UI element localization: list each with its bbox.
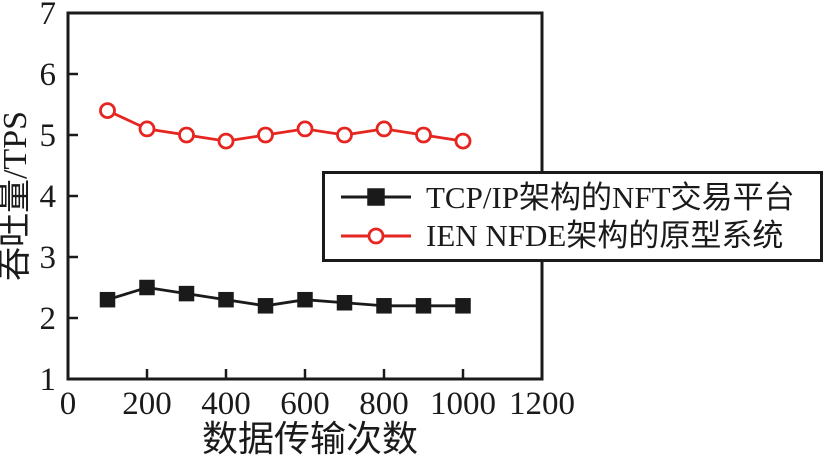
data-point-circle	[336, 126, 353, 144]
data-point-square	[415, 298, 432, 314]
circle-marker-icon	[339, 224, 413, 248]
series-line-0	[107, 286, 463, 308]
x-tick-label: 1000	[430, 386, 496, 422]
data-point-square	[297, 291, 313, 308]
data-point-circle	[375, 120, 393, 138]
data-point-square	[455, 298, 471, 314]
data-point-square	[99, 291, 116, 308]
x-axis-title: 数据传输次数	[202, 419, 418, 459]
data-point-circle	[296, 120, 314, 138]
data-point-square	[218, 291, 234, 308]
x-tick-label: 0	[60, 386, 77, 422]
data-point-circle	[138, 120, 156, 138]
x-tick-label: 600	[280, 386, 330, 422]
legend: TCP/IP架构的NFT交易平台 IEN NFDE架构的原型系统	[322, 171, 823, 262]
data-point-circle	[454, 132, 472, 150]
data-point-circle	[415, 126, 432, 144]
data-point-circle	[178, 126, 195, 144]
y-tick-label: 2	[40, 301, 57, 337]
data-point-square	[139, 279, 155, 296]
x-tick-label: 800	[359, 386, 409, 422]
data-point-square	[178, 285, 195, 302]
legend-item-tcpip: TCP/IP架构的NFT交易平台	[339, 182, 820, 213]
data-point-square	[257, 298, 274, 314]
data-point-circle	[99, 102, 116, 119]
series-line-1	[106, 109, 464, 143]
legend-label-ien-nfde: IEN NFDE架构的原型系统	[426, 218, 784, 254]
data-point-circle	[257, 126, 274, 144]
y-tick-label: 4	[40, 179, 57, 215]
y-tick-label: 7	[40, 0, 57, 32]
square-marker-icon	[339, 185, 413, 209]
y-tick-label: 5	[40, 118, 57, 154]
x-tick-label: 1200	[509, 386, 575, 422]
data-point-circle	[217, 132, 235, 150]
x-tick-label: 400	[201, 386, 251, 422]
y-tick-label: 3	[40, 240, 57, 276]
data-point-square	[376, 298, 392, 314]
data-point-square	[336, 295, 353, 311]
legend-item-ien-nfde: IEN NFDE架构的原型系统	[339, 220, 820, 251]
x-tick-label: 200	[122, 386, 172, 422]
y-tick-label: 1	[40, 362, 57, 398]
legend-label-tcpip: TCP/IP架构的NFT交易平台	[426, 179, 795, 215]
y-tick-label: 6	[40, 57, 57, 93]
y-axis-title: 吞吐量/TPS	[0, 111, 34, 281]
